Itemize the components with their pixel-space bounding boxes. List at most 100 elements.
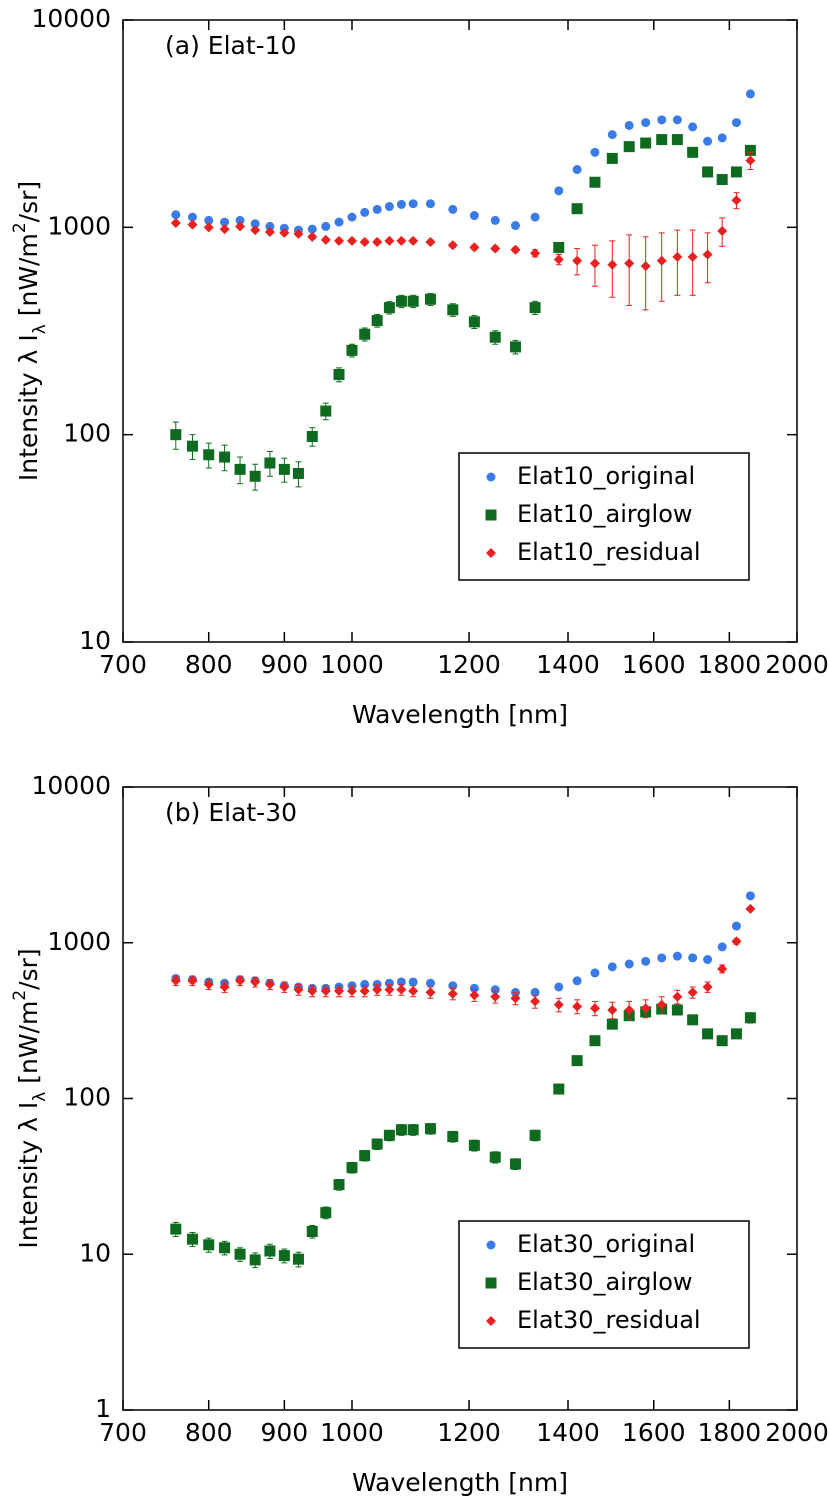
x-tick-label: 1000 [320, 1418, 384, 1447]
marker [510, 244, 521, 255]
marker [640, 261, 651, 272]
marker [395, 1124, 407, 1136]
x-tick-label: 700 [99, 650, 147, 679]
marker [529, 302, 541, 314]
marker [489, 331, 501, 343]
legend-marker [486, 1240, 496, 1250]
marker [407, 295, 419, 307]
y-axis-label-part: 2 [10, 990, 30, 1001]
y-tick-label: 10000 [31, 771, 111, 800]
marker [469, 983, 479, 993]
marker [640, 137, 652, 149]
marker [360, 979, 370, 989]
marker [672, 991, 683, 1002]
marker [624, 1005, 635, 1016]
marker [447, 1131, 459, 1143]
marker [250, 225, 261, 236]
y-tick-label: 100 [63, 419, 111, 448]
marker [320, 986, 331, 997]
marker [359, 328, 371, 340]
marker [656, 255, 667, 266]
x-tick-label: 2000 [765, 650, 829, 679]
marker [688, 122, 698, 132]
marker [219, 1242, 231, 1254]
marker [234, 463, 246, 475]
x-axis-label: Wavelength [nm] [352, 1468, 568, 1497]
x-tick-label: 2000 [765, 1418, 829, 1447]
marker [447, 988, 458, 999]
marker [383, 1129, 395, 1141]
marker [219, 981, 230, 992]
marker [657, 953, 667, 963]
marker [264, 979, 275, 990]
marker [702, 1028, 714, 1040]
y-tick-label: 10000 [31, 4, 111, 33]
x-tick-label: 1800 [698, 1418, 762, 1447]
marker [346, 1162, 358, 1174]
marker [372, 236, 383, 247]
x-tick-label: 1600 [622, 650, 686, 679]
x-tick-label: 1400 [536, 650, 600, 679]
marker [509, 1158, 521, 1170]
legend-label: Elat10_residual [517, 538, 701, 566]
marker [384, 984, 395, 995]
legend-marker [486, 1316, 496, 1326]
marker [641, 118, 651, 128]
legend-label: Elat10_airglow [517, 500, 693, 528]
marker [589, 176, 601, 188]
marker [469, 990, 480, 1001]
marker [589, 1003, 600, 1014]
marker [424, 293, 436, 305]
marker [219, 451, 231, 463]
marker [220, 217, 230, 227]
marker [372, 984, 383, 995]
marker [468, 316, 480, 328]
marker [702, 249, 713, 260]
x-tick-label: 900 [260, 1418, 308, 1447]
panel-title: (b) Elat-30 [165, 798, 297, 827]
y-tick-label: 1 [95, 1394, 111, 1423]
marker [745, 903, 756, 914]
marker [623, 141, 635, 153]
marker [606, 152, 618, 164]
y-tick-label: 100 [63, 1083, 111, 1112]
y-axis-label-part: 2 [10, 222, 30, 233]
marker [624, 959, 634, 969]
y-axis-label: Intensity λ Iλ [nW/m2/sr] [10, 948, 50, 1248]
marker [396, 235, 407, 246]
marker [307, 224, 317, 234]
marker [204, 215, 214, 225]
marker [264, 226, 275, 237]
marker [447, 240, 458, 251]
legend-box [458, 452, 750, 581]
marker [306, 1225, 318, 1237]
marker [490, 243, 501, 254]
marker [408, 235, 419, 246]
marker [509, 341, 521, 353]
marker [607, 130, 617, 140]
marker [745, 891, 755, 901]
marker [372, 204, 382, 214]
marker [346, 344, 358, 356]
marker [554, 982, 564, 992]
marker [321, 221, 331, 231]
x-tick-label: 700 [99, 1418, 147, 1447]
marker [279, 227, 290, 238]
marker [249, 470, 261, 482]
marker [170, 1223, 182, 1235]
marker [687, 251, 698, 262]
marker [717, 963, 728, 974]
marker [530, 248, 541, 259]
marker [510, 221, 520, 231]
legend-label: Elat30_original [517, 1230, 695, 1258]
x-tick-label: 1800 [698, 650, 762, 679]
marker [235, 215, 245, 225]
y-tick-label: 1000 [47, 927, 111, 956]
legend-label: Elat30_residual [517, 1306, 701, 1334]
marker [716, 1035, 728, 1047]
marker [407, 1124, 419, 1136]
marker [320, 405, 332, 417]
marker [624, 258, 635, 269]
marker [703, 955, 713, 965]
